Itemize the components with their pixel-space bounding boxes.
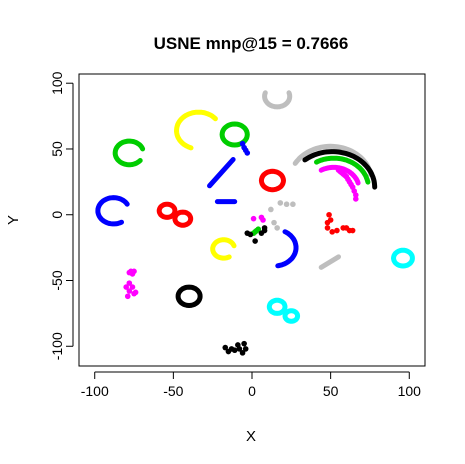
point-cluster-3 <box>112 138 146 168</box>
cluster-stroke <box>391 247 415 269</box>
data-point <box>274 225 280 231</box>
data-point <box>326 211 332 218</box>
data-point <box>239 350 246 356</box>
data-point <box>290 201 296 208</box>
data-point <box>283 201 290 208</box>
data-point <box>252 238 258 244</box>
x-tick-label: 50 <box>323 383 339 399</box>
point-cluster-1 <box>262 90 293 110</box>
data-point <box>324 219 331 226</box>
cluster-stroke <box>302 149 378 190</box>
point-cluster-28 <box>318 164 361 186</box>
point-cluster-5 <box>239 140 251 156</box>
x-tick-label: 100 <box>398 383 422 399</box>
point-cluster-9 <box>156 201 178 220</box>
cluster-stroke <box>266 297 288 316</box>
y-tick-label: -100 <box>49 332 65 360</box>
y-tick-label: -50 <box>49 270 65 290</box>
data-point <box>353 196 359 202</box>
data-point <box>260 217 266 223</box>
data-point <box>334 227 340 234</box>
x-tick-label: -50 <box>163 383 183 399</box>
point-cluster-0 <box>174 109 218 151</box>
y-tick-label: 100 <box>49 71 65 95</box>
x-tick-label: 0 <box>248 383 256 399</box>
cluster-stroke <box>318 254 341 270</box>
point-cluster-23 <box>175 284 203 308</box>
data-marks <box>95 90 415 356</box>
point-cluster-20 <box>266 297 288 316</box>
point-cluster-29 <box>335 167 359 202</box>
point-cluster-17 <box>324 211 356 235</box>
data-point <box>126 288 133 294</box>
cluster-stroke <box>174 109 218 151</box>
data-point <box>349 227 356 234</box>
data-point <box>241 340 247 347</box>
data-point <box>324 225 331 231</box>
x-tick-label: -100 <box>81 383 109 399</box>
cluster-stroke <box>172 209 194 228</box>
point-cluster-15 <box>244 225 268 244</box>
point-cluster-13 <box>250 214 266 223</box>
cluster-stroke <box>282 308 301 324</box>
point-cluster-8 <box>95 195 130 227</box>
data-point <box>247 231 254 238</box>
point-cluster-11 <box>210 237 237 261</box>
data-point <box>231 347 238 354</box>
y-axis-label: Y <box>5 215 22 225</box>
cluster-stroke <box>156 201 178 220</box>
cluster-stroke <box>210 237 237 261</box>
point-cluster-12 <box>268 200 296 231</box>
data-point <box>242 346 249 352</box>
cluster-stroke <box>207 156 236 189</box>
data-point <box>261 227 268 234</box>
data-point <box>222 344 229 351</box>
point-cluster-27 <box>314 155 371 185</box>
chart-title: USNE mnp@15 = 0.7666 <box>154 34 349 53</box>
point-cluster-10 <box>172 209 194 228</box>
point-cluster-24 <box>222 340 249 356</box>
data-point <box>244 150 251 156</box>
axes: -100 -50 0 50 100 -100 -50 0 50 100 <box>49 71 421 399</box>
y-tick-label: 0 <box>49 211 65 219</box>
data-point <box>268 206 274 213</box>
cluster-stroke <box>275 229 299 269</box>
data-point <box>329 229 336 235</box>
cluster-stroke <box>262 90 293 110</box>
point-cluster-16 <box>275 229 299 269</box>
data-point <box>123 284 129 290</box>
cluster-stroke <box>95 195 130 227</box>
data-point <box>277 200 284 206</box>
point-cluster-18 <box>318 254 341 270</box>
data-point <box>250 215 257 222</box>
cluster-stroke <box>314 155 371 185</box>
cluster-stroke <box>318 164 361 186</box>
point-cluster-4 <box>207 156 236 189</box>
data-point <box>126 280 133 286</box>
point-cluster-22 <box>123 268 139 300</box>
x-axis-label: X <box>246 428 256 445</box>
plot-frame <box>78 73 426 367</box>
data-point <box>255 226 262 233</box>
data-point <box>271 219 277 226</box>
point-cluster-26 <box>302 149 378 190</box>
data-point <box>236 346 243 352</box>
cluster-stroke <box>175 284 203 308</box>
point-cluster-19 <box>391 247 415 269</box>
cluster-stroke <box>258 168 286 193</box>
y-tick-label: 50 <box>49 141 65 157</box>
cluster-stroke <box>112 138 146 168</box>
data-point <box>124 293 131 300</box>
point-cluster-21 <box>282 308 301 324</box>
point-cluster-7 <box>258 168 286 193</box>
data-point <box>131 268 137 275</box>
data-point <box>131 290 137 297</box>
data-point <box>129 284 136 290</box>
data-point <box>353 192 359 198</box>
